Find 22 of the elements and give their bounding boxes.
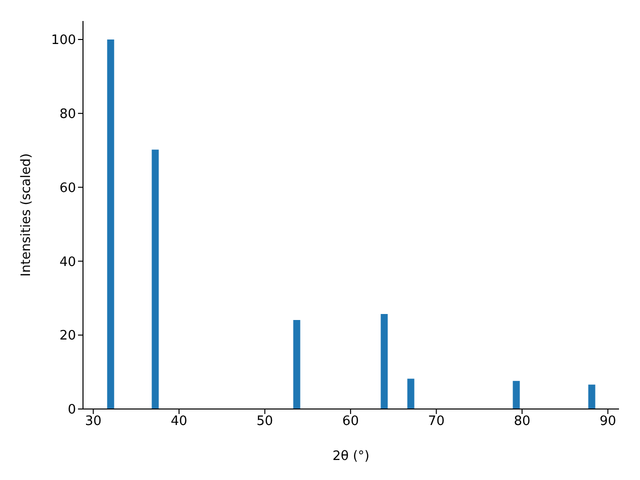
bar <box>107 39 114 409</box>
x-tick-label: 30 <box>85 414 102 430</box>
y-tick-label: 60 <box>59 180 76 196</box>
y-tick-label: 40 <box>59 254 76 270</box>
x-tick-label: 50 <box>256 414 274 430</box>
bar <box>293 320 300 409</box>
y-tick-label: 80 <box>59 106 76 122</box>
y-tick-label: 100 <box>51 33 76 48</box>
bar <box>152 150 159 409</box>
bar <box>380 314 388 409</box>
y-tick-label: 0 <box>68 402 76 418</box>
y-tick-label: 20 <box>59 328 76 344</box>
x-tick-label: 80 <box>514 414 530 430</box>
x-tick-label: 60 <box>342 414 359 430</box>
y-axis-title: Intensities (scaled) <box>19 153 34 277</box>
bar <box>588 384 596 409</box>
x-tick-label: 90 <box>600 414 616 430</box>
bar <box>407 378 414 409</box>
x-tick-label: 70 <box>428 414 445 430</box>
x-axis-title: 2θ (°) <box>332 449 370 464</box>
x-tick-label: 40 <box>170 414 188 430</box>
bar <box>512 380 520 409</box>
